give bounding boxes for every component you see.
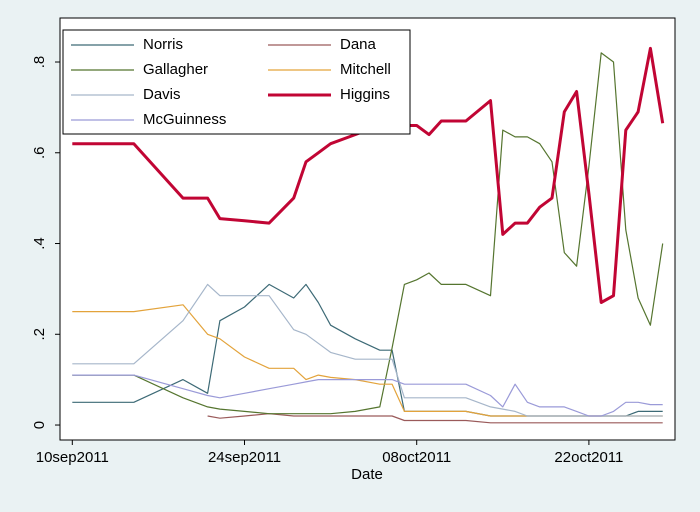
legend-label: Norris [143, 36, 183, 53]
series-line [207, 413, 663, 424]
series-line [72, 374, 663, 417]
legend-box [62, 29, 411, 135]
legend-label: Mitchell [340, 61, 391, 78]
series-line [72, 52, 664, 415]
legend-label: Higgins [340, 86, 390, 103]
x-axis-label: Date [351, 466, 383, 483]
legend-label: Gallagher [143, 61, 208, 78]
legend-label: McGuinness [143, 111, 226, 128]
legend-label: Dana [340, 36, 377, 53]
y-tick-label: 0 [31, 421, 48, 429]
x-tick-label: 10sep2011 [36, 449, 109, 466]
y-tick-label: .4 [31, 237, 48, 250]
x-tick-label: 08oct2011 [382, 449, 451, 466]
y-tick-label: .8 [31, 56, 48, 69]
y-tick-label: .2 [31, 328, 48, 341]
y-tick-label: .6 [31, 147, 48, 160]
x-tick-label: 24sep2011 [208, 449, 281, 466]
x-tick-label: 22oct2011 [554, 449, 623, 466]
legend-label: Davis [143, 86, 181, 103]
series-line [72, 46, 665, 304]
